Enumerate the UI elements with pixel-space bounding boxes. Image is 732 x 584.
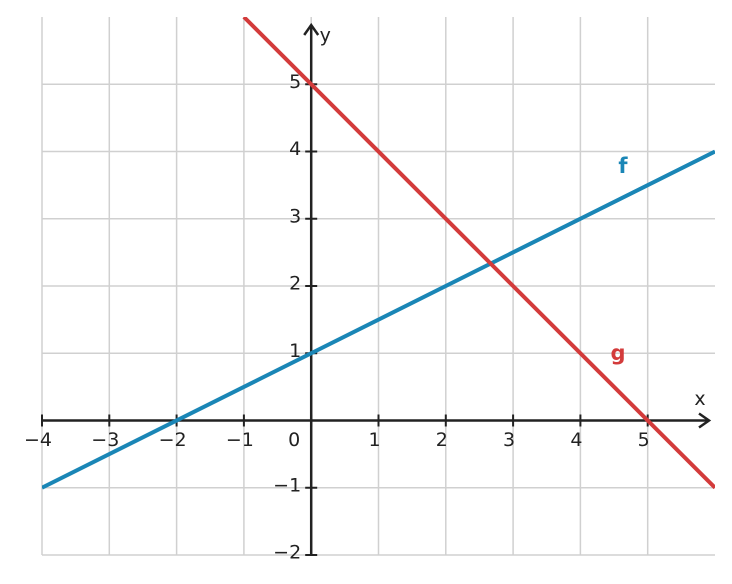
lines xyxy=(42,17,715,490)
labels: −4 −3 −2 −1 0 1 2 3 4 5 −2 −1 1 2 3 4 5 x y f g xyxy=(24,25,706,564)
x-axis-arrow xyxy=(698,412,712,429)
y-tick-label: 4 xyxy=(289,138,301,160)
series-line xyxy=(242,17,715,490)
axes xyxy=(41,22,712,556)
grid xyxy=(41,17,715,556)
x-tick-label: −1 xyxy=(226,429,254,451)
y-tick-label: −2 xyxy=(273,542,301,564)
series-line xyxy=(42,149,715,490)
y-axis-arrow xyxy=(303,22,320,36)
x-tick-label: −2 xyxy=(159,429,187,451)
x-tick-label: −4 xyxy=(24,429,52,451)
y-tick-label: 1 xyxy=(289,340,301,362)
x-tick-label: −3 xyxy=(91,429,119,451)
x-tick-label: 1 xyxy=(368,429,380,451)
series-label: f xyxy=(618,154,628,178)
x-tick-label: 2 xyxy=(436,429,448,451)
y-tick-label: −1 xyxy=(273,474,301,496)
x-tick-label: 5 xyxy=(638,429,650,451)
y-tick-label: 3 xyxy=(289,205,301,227)
x-tick-label: 4 xyxy=(570,429,582,451)
x-tick-label: 0 xyxy=(288,429,300,451)
series-label: g xyxy=(610,341,625,365)
x-tick-label: 3 xyxy=(503,429,515,451)
y-axis-label: y xyxy=(320,25,331,47)
y-tick-label: 5 xyxy=(289,71,301,93)
y-tick-label: 2 xyxy=(289,273,301,295)
x-axis-label: x xyxy=(694,388,705,410)
